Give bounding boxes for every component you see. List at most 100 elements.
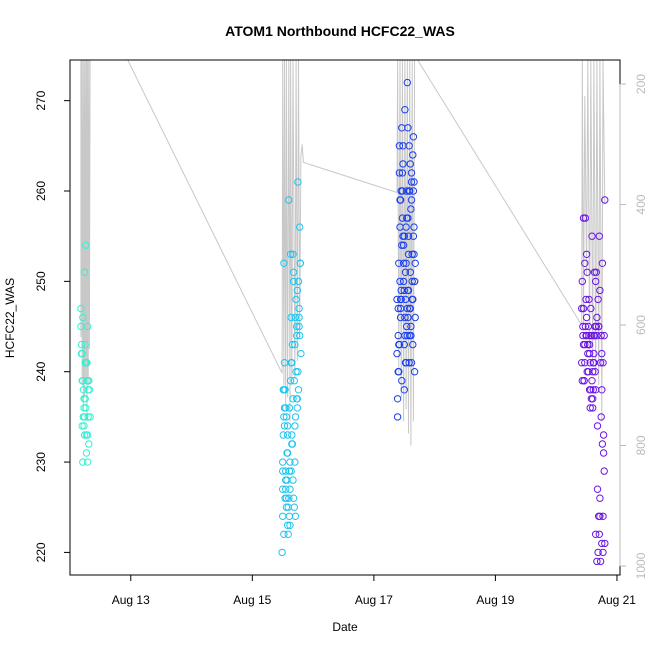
y-tick-label: 220 [34,542,48,562]
data-point [393,395,402,403]
data-point [291,313,300,322]
data-point [280,404,289,412]
data-point [80,268,89,276]
data-point [579,214,588,222]
data-point [395,259,403,267]
data-point [289,250,297,259]
y-tick-label: 240 [34,361,48,381]
data-point [398,187,407,195]
data-point [401,331,409,340]
x-tick-label: Aug 21 [598,593,636,607]
data-point [599,431,608,439]
data-point [599,359,607,367]
data-point [401,268,410,276]
data-point [280,422,289,430]
data-point [596,286,604,295]
data-point [394,304,402,313]
data-point [592,322,600,331]
data-point [84,386,92,394]
data-point [291,458,299,466]
data-point [582,313,591,322]
data-point [584,340,592,349]
data-point [285,512,294,520]
data-point [585,386,594,394]
x-tick-label: Aug 13 [112,593,150,607]
data-point [293,404,301,412]
points-layer [77,78,609,566]
data-point [398,169,407,177]
data-point [411,259,419,267]
data-point [294,386,303,394]
data-point [597,331,605,340]
x-tick-label: Aug 15 [233,593,271,607]
data-point [287,313,295,322]
y-tick-label: 260 [34,181,48,201]
data-point [399,142,407,150]
data-point [407,178,416,186]
data-point [592,530,600,538]
data-point [84,413,92,421]
data-point [409,340,417,349]
data-point [587,331,596,340]
chart-title: ATOM1 Northbound HCFC22_WAS [225,23,455,39]
data-point [403,331,411,340]
data-point [598,386,606,394]
data-point [286,377,295,385]
data-point [283,521,292,529]
data-point [282,494,291,502]
data-point [593,557,601,566]
data-point [82,241,90,249]
data-point [83,322,92,331]
y-tick-label: 270 [34,90,48,110]
data-point [578,359,586,367]
data-point [400,340,408,349]
data-point [578,277,586,286]
data-point [400,232,408,240]
data-point [289,395,297,403]
data-point [404,313,412,322]
data-point [598,440,607,448]
data-point [396,304,405,313]
data-point [398,377,406,385]
data-point [83,431,92,439]
data-point [594,295,602,304]
data-point [586,359,594,367]
data-point [598,349,606,358]
data-point [402,359,410,367]
data-point [289,277,298,286]
data-point [582,331,591,340]
data-point [406,160,414,168]
data-point [80,422,88,430]
trace-segment-3 [300,144,398,193]
data-point [404,250,413,259]
data-point [289,494,298,502]
data-point [593,422,602,430]
x-axis: Aug 13 Aug 15 Aug 17 Aug 19 Aug 21 [112,575,636,607]
data-point [285,404,294,412]
data-point [293,331,301,340]
data-point [601,539,609,548]
data-point [85,440,93,448]
data-point [79,458,87,466]
data-point [291,340,299,349]
data-point [285,467,294,475]
data-point [595,232,603,240]
data-point [77,340,86,349]
data-point [410,277,419,286]
data-point [585,295,593,304]
data-point [409,151,417,159]
y-tick-label: 230 [34,452,48,472]
data-point [411,313,419,322]
data-point [409,133,418,141]
x-axis-label: Date [332,620,358,634]
x-tick-label: Aug 19 [476,593,514,607]
data-point [280,530,288,538]
data-point [581,259,589,267]
data-point [405,359,413,367]
data-point [410,368,419,376]
data-point [592,277,600,286]
data-point [294,368,302,376]
data-point [407,196,416,204]
data-point [588,232,596,240]
data-point [590,349,598,358]
